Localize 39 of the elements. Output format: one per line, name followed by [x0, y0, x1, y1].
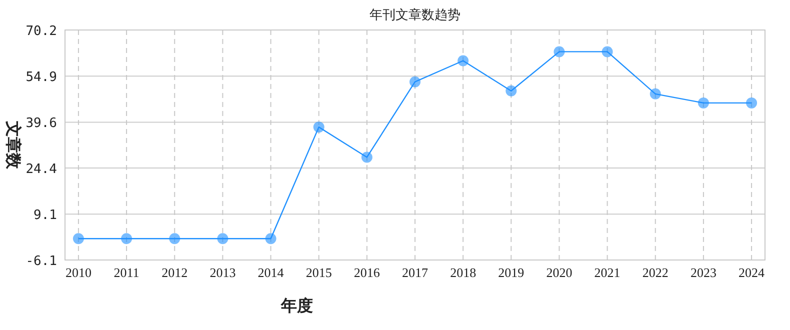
point — [313, 122, 324, 133]
point — [650, 88, 661, 100]
y-tick-label: 70.2 — [26, 24, 57, 39]
x-tick-label: 2019 — [498, 265, 524, 280]
point — [361, 152, 372, 163]
point — [458, 55, 469, 66]
x-tick-label: 2012 — [162, 265, 188, 280]
point — [265, 233, 276, 244]
point — [72, 233, 84, 244]
x-tick-label: 2023 — [690, 265, 716, 280]
point — [217, 233, 228, 244]
point — [602, 46, 613, 58]
x-tick-label: 2021 — [594, 265, 620, 280]
chart-title: 年刊文章数趋势 — [370, 7, 460, 22]
y-tick-label: -6.1 — [26, 254, 57, 269]
x-tick-label: 2014 — [258, 265, 284, 280]
y-tick-label: 9.1 — [34, 208, 57, 224]
point — [506, 85, 517, 96]
x-tick-label: 2013 — [210, 265, 236, 280]
x-tick-label: 2022 — [642, 265, 668, 280]
point — [410, 76, 420, 88]
point — [746, 97, 758, 108]
x-tick-label: 2024 — [738, 265, 766, 280]
point — [121, 233, 132, 244]
x-tick-label: 2015 — [306, 265, 332, 280]
x-tick-label: 2011 — [114, 265, 140, 280]
x-tick-label: 2018 — [450, 265, 476, 280]
y-tick-label: 54.9 — [26, 70, 57, 86]
x-tick-label: 2010 — [65, 265, 92, 280]
point — [169, 233, 180, 244]
point — [554, 46, 565, 58]
y-tick-label: 24.4 — [26, 162, 58, 178]
x-tick-label: 2017 — [402, 265, 428, 280]
x-tick-label: 2020 — [546, 265, 572, 280]
x-tick-label: 2016 — [354, 265, 380, 280]
y-tick-label: 39.6 — [26, 116, 57, 132]
x-axis-title: 年度 — [280, 296, 313, 315]
point — [698, 97, 709, 108]
y-axis-title: 文章数 — [4, 120, 22, 170]
